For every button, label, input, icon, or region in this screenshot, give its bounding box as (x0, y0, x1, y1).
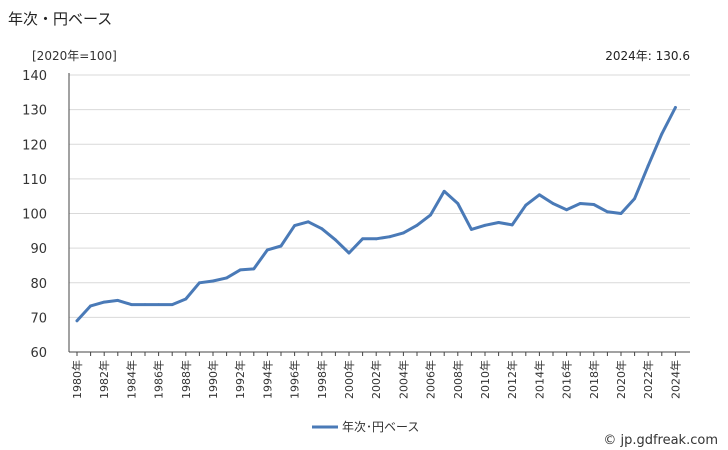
data-point (578, 202, 582, 205)
x-tick-label: 2024年 (668, 360, 682, 399)
data-point (184, 297, 188, 301)
data-point (157, 303, 161, 306)
grid-lines (69, 74, 690, 318)
legend: 年次･円ベース (312, 420, 419, 434)
x-tick-labels: 1980年 1982年 1984年 1986年 1988年 1990年 1992年 1994年… (70, 360, 682, 399)
source-credit: © jp.gdfreak.com (603, 433, 718, 448)
x-tick-label: 2016年 (560, 360, 574, 399)
data-point (361, 237, 364, 241)
data-point (619, 212, 623, 215)
y-tick-label: 120 (22, 138, 47, 153)
x-tick-label: 2004年 (396, 360, 410, 399)
y-tick-label: 80 (30, 277, 47, 292)
data-point (116, 299, 120, 302)
x-tick-label: 2002年 (369, 360, 383, 399)
x-tick-label: 2008年 (451, 360, 465, 399)
data-point (279, 244, 283, 248)
series-layer (75, 106, 677, 323)
data-point (606, 210, 609, 214)
x-tick-label: 2010年 (478, 360, 492, 399)
data-point (102, 300, 106, 304)
series-line (75, 106, 677, 323)
x-tick-label: 1982年 (97, 360, 111, 399)
data-point (633, 197, 636, 201)
data-point (402, 231, 405, 235)
y-tick-label: 110 (22, 173, 47, 188)
y-tick-label: 100 (22, 208, 47, 223)
data-point (347, 251, 351, 255)
data-point (306, 220, 310, 224)
y-unit-label: [2020年=100] (32, 49, 117, 63)
x-tick-label: 1996年 (288, 360, 302, 399)
x-tick-label: 2012年 (505, 360, 519, 399)
y-tick-label: 140 (22, 69, 47, 84)
data-point (334, 238, 337, 242)
y-tick-label: 130 (22, 104, 47, 119)
axes (68, 73, 690, 356)
data-point (143, 303, 147, 306)
x-tick-label: 1980年 (70, 360, 84, 399)
x-tick-label: 1986年 (152, 360, 166, 399)
data-point (565, 208, 568, 212)
data-point (252, 267, 256, 271)
data-point (320, 227, 324, 231)
x-tick-label: 1988年 (179, 360, 193, 399)
data-point (456, 202, 460, 205)
x-tick-label: 2014年 (532, 360, 546, 399)
data-point (130, 303, 133, 306)
data-point (497, 221, 500, 224)
y-tick-label: 90 (30, 242, 47, 257)
y-tick-label: 70 (30, 311, 47, 326)
data-point (388, 235, 392, 239)
y-tick-label: 60 (30, 346, 47, 361)
latest-value-annotation: 2024年: 130.6 (605, 49, 690, 63)
data-point (170, 303, 174, 306)
data-point (442, 189, 446, 193)
data-point (415, 223, 419, 227)
x-tick-label: 2000年 (342, 360, 356, 399)
data-point (89, 304, 92, 308)
data-point (198, 281, 201, 285)
x-tick-label: 2018年 (587, 360, 601, 399)
data-point (211, 279, 215, 283)
x-tick-label: 1992年 (233, 360, 247, 399)
data-point (238, 268, 242, 272)
x-tick-label: 2022年 (641, 360, 655, 399)
data-point (225, 276, 229, 280)
data-point (674, 106, 677, 109)
data-point (592, 203, 596, 206)
x-tick-label: 2020年 (614, 360, 628, 399)
data-point (551, 202, 555, 205)
data-point (374, 237, 378, 241)
legend-label: 年次･円ベース (342, 420, 419, 434)
data-point (75, 319, 79, 323)
x-tick-label: 1998年 (315, 360, 329, 399)
x-tick-label: 1984年 (124, 360, 138, 399)
data-point (660, 132, 664, 136)
data-point (293, 224, 296, 228)
data-point (470, 228, 473, 231)
data-point (483, 223, 487, 227)
data-point (538, 193, 541, 197)
data-point (266, 248, 269, 252)
data-point (510, 223, 514, 227)
x-tick-label: 1990年 (206, 360, 220, 399)
data-point (429, 213, 432, 217)
data-point (524, 203, 528, 207)
data-point (646, 164, 650, 168)
x-tick-label: 1994年 (260, 360, 274, 399)
y-tick-labels: 60 70 80 90 100 110 120 130 140 (22, 69, 47, 361)
x-tick-label: 2006年 (424, 360, 438, 399)
chart-title: 年次・円ベース (8, 10, 112, 28)
